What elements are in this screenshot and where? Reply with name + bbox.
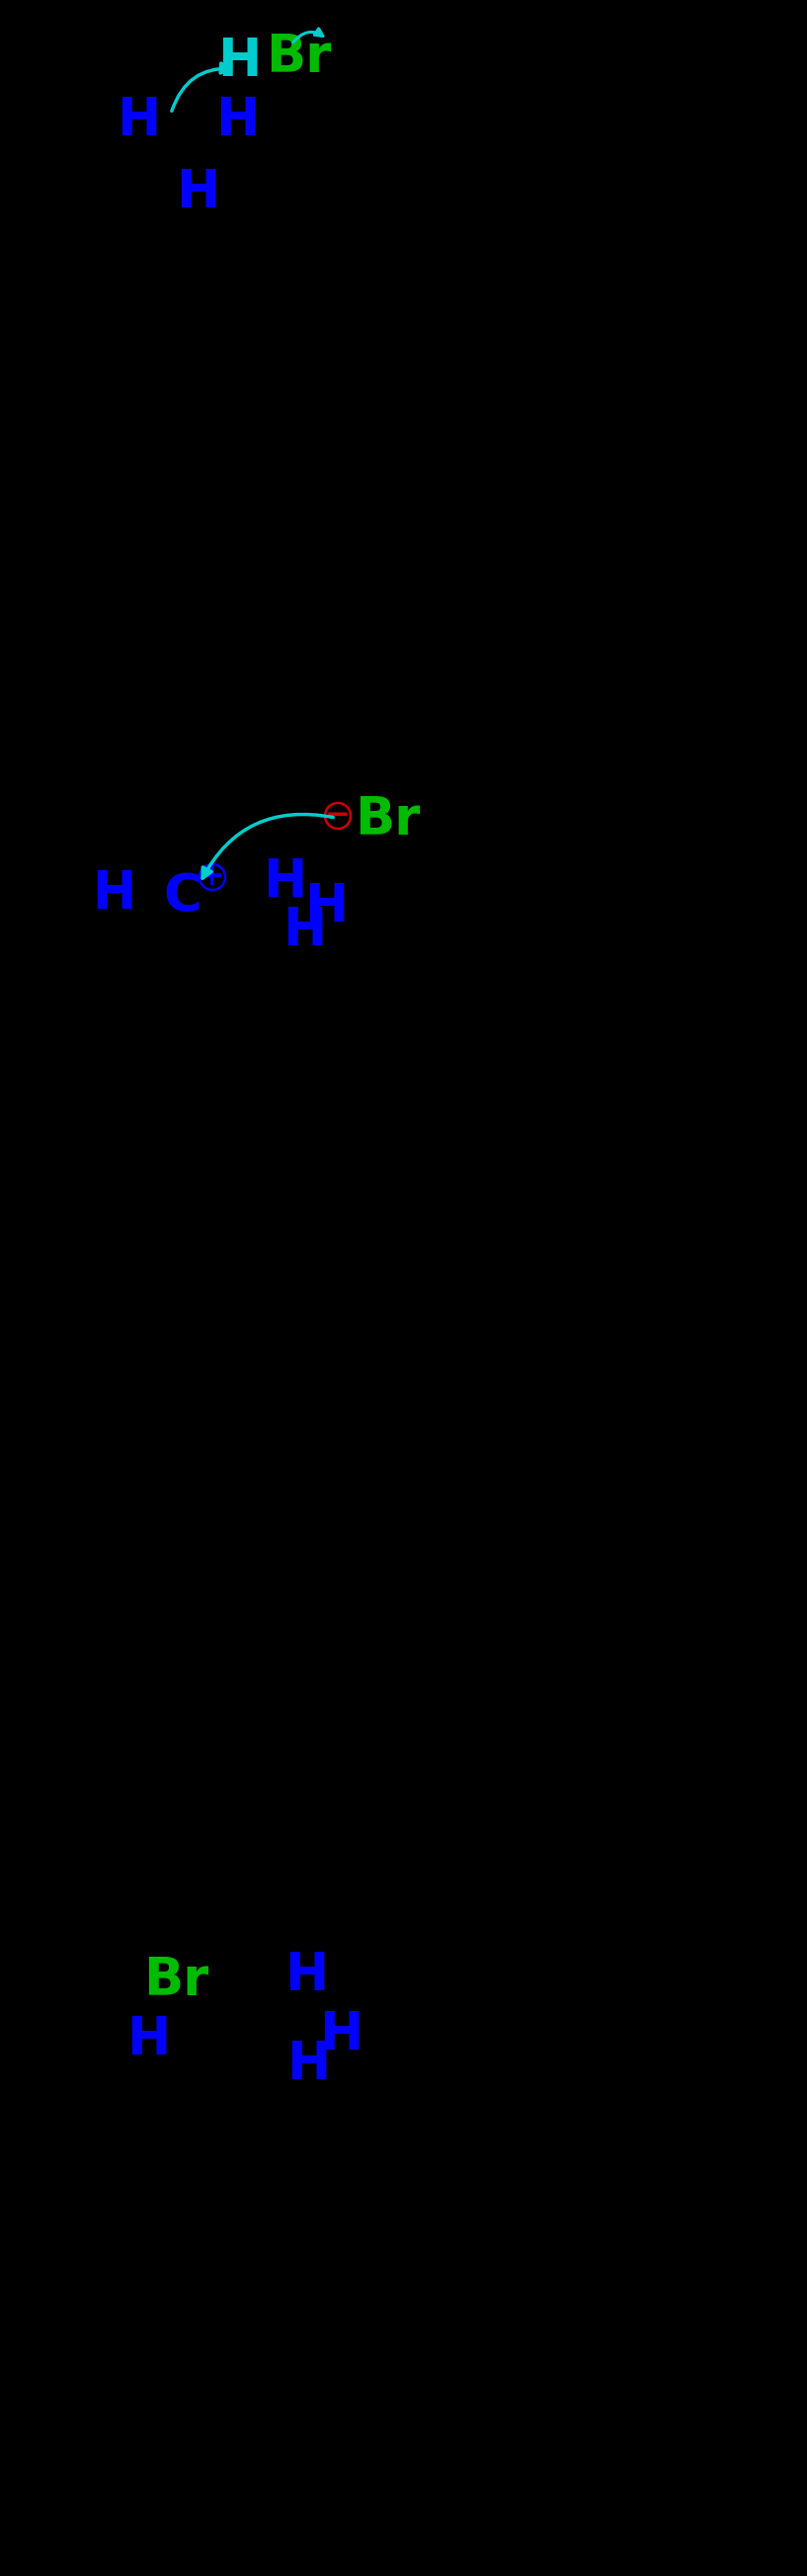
Text: Br: Br xyxy=(266,31,331,82)
Text: Br: Br xyxy=(354,793,420,845)
Text: H: H xyxy=(284,1950,328,2002)
Text: H: H xyxy=(262,855,307,907)
FancyArrowPatch shape xyxy=(172,64,231,111)
Text: H: H xyxy=(217,36,261,88)
Text: H: H xyxy=(116,95,160,147)
Text: +: + xyxy=(199,863,225,891)
Text: H: H xyxy=(282,904,326,956)
Text: H: H xyxy=(319,2009,362,2061)
Text: H: H xyxy=(92,868,136,920)
Text: Br: Br xyxy=(143,1955,208,2007)
Text: H: H xyxy=(176,167,220,219)
Text: H: H xyxy=(127,2014,170,2066)
FancyArrowPatch shape xyxy=(203,814,333,878)
Text: C: C xyxy=(164,871,202,922)
Text: H: H xyxy=(286,2038,330,2089)
Text: H: H xyxy=(215,95,259,147)
Text: −: − xyxy=(325,801,350,829)
FancyArrowPatch shape xyxy=(293,28,323,41)
Text: H: H xyxy=(304,881,348,933)
